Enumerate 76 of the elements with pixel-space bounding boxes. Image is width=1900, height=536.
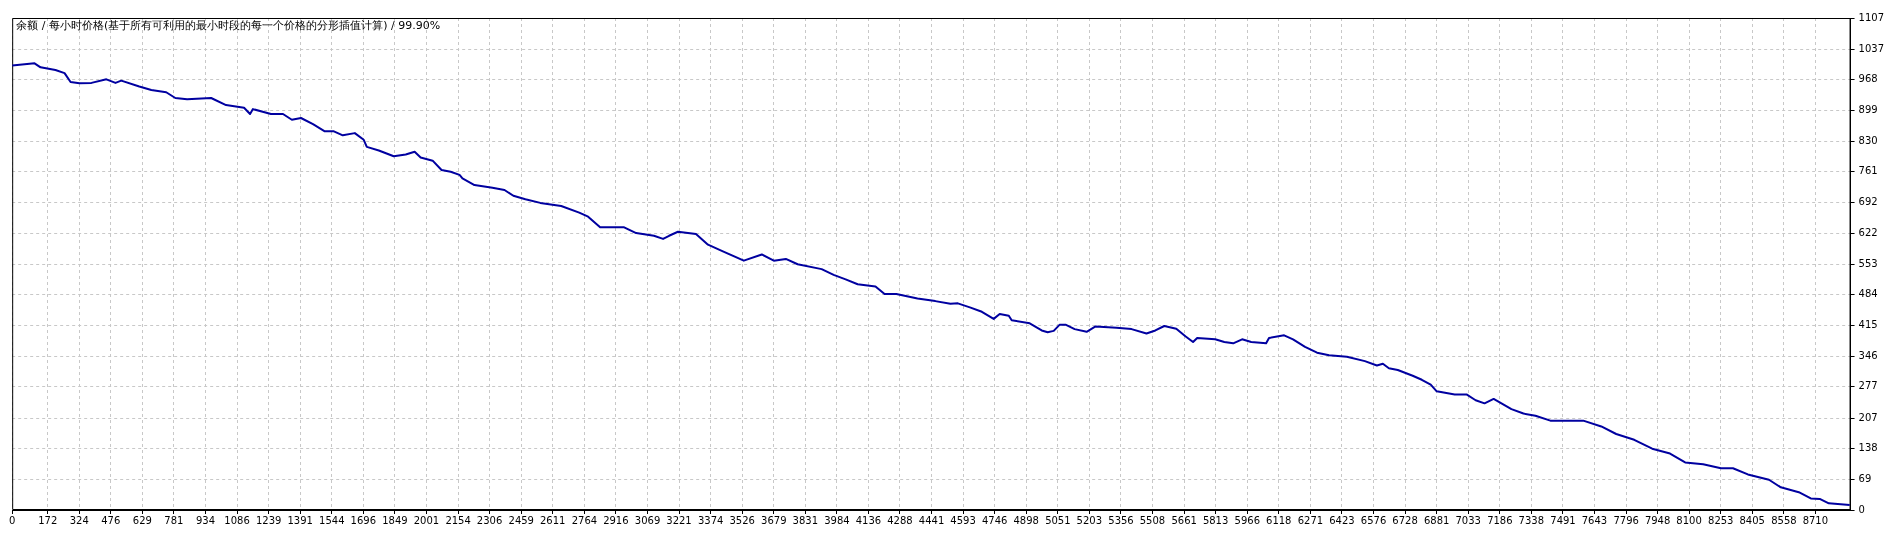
x-tick-label: 7033 — [1455, 514, 1481, 526]
x-tick-label: 8405 — [1739, 514, 1765, 526]
y-tick-label: 277 — [1858, 380, 1878, 392]
x-tick-label: 7796 — [1613, 514, 1639, 526]
x-tick-label: 476 — [101, 514, 121, 526]
x-tick-label: 1696 — [350, 514, 377, 526]
y-tick-label: 0 — [1858, 503, 1865, 515]
y-tick-label: 692 — [1858, 196, 1878, 208]
x-tick-label: 2764 — [571, 514, 598, 526]
x-tick-label: 5508 — [1139, 514, 1166, 526]
x-tick-label: 3984 — [824, 514, 850, 526]
x-tick-label: 7643 — [1581, 514, 1608, 526]
x-tick-label: 172 — [38, 514, 58, 526]
y-tick-label: 415 — [1858, 319, 1878, 331]
x-tick-label: 5356 — [1108, 514, 1134, 526]
x-tick-label: 7186 — [1487, 514, 1513, 526]
x-tick-label: 4593 — [950, 514, 976, 526]
x-tick-label: 3831 — [792, 514, 819, 526]
x-tick-label: 8710 — [1802, 514, 1829, 526]
y-tick-label: 69 — [1858, 472, 1872, 484]
x-tick-label: 6576 — [1360, 514, 1387, 526]
x-tick-label: 2459 — [508, 514, 534, 526]
x-tick-label: 7338 — [1518, 514, 1545, 526]
chart-title: 余额 / 每小时价格(基于所有可利用的最小时段的每一个价格的分形插值计算) / 99.90% — [16, 19, 441, 33]
x-tick-label: 2916 — [603, 514, 629, 526]
x-tick-label: 629 — [132, 514, 152, 526]
x-tick-label: 0 — [8, 514, 16, 526]
y-tick-label: 553 — [1858, 257, 1878, 269]
x-tick-label: 1086 — [224, 514, 250, 526]
x-tick-label: 6728 — [1392, 514, 1418, 526]
x-tick-label: 5661 — [1171, 514, 1197, 526]
x-tick-label: 8558 — [1771, 514, 1797, 526]
x-tick-label: 8253 — [1708, 514, 1734, 526]
x-tick-label: 7948 — [1644, 514, 1671, 526]
x-tick-label: 1239 — [255, 514, 282, 526]
y-tick-label: 1037 — [1858, 42, 1884, 54]
x-tick-label: 6881 — [1423, 514, 1450, 526]
x-tick-label: 1544 — [319, 514, 345, 526]
x-tick-label: 4288 — [887, 514, 913, 526]
x-tick-label: 4136 — [855, 514, 882, 526]
x-tick-label: 2611 — [539, 514, 566, 526]
x-tick-label: 8100 — [1676, 514, 1702, 526]
x-tick-label: 324 — [69, 514, 89, 526]
x-tick-label: 3374 — [697, 514, 724, 526]
y-tick-label: 1107 — [1858, 11, 1884, 23]
x-tick-label: 1391 — [287, 514, 313, 526]
x-tick-label: 5051 — [1045, 514, 1071, 526]
x-tick-label: 4898 — [1013, 514, 1039, 526]
y-tick-label: 622 — [1858, 227, 1878, 239]
x-tick-label: 2001 — [413, 514, 440, 526]
x-tick-label: 3679 — [761, 514, 787, 526]
y-tick-label: 207 — [1858, 411, 1878, 423]
x-tick-label: 6271 — [1297, 514, 1324, 526]
x-tick-label: 7491 — [1550, 514, 1576, 526]
y-tick-label: 899 — [1858, 104, 1878, 116]
x-tick-label: 4746 — [981, 514, 1008, 526]
x-tick-label: 5966 — [1234, 514, 1261, 526]
y-tick-label: 346 — [1858, 349, 1878, 361]
x-tick-label: 3526 — [729, 514, 755, 526]
x-tick-label: 6423 — [1329, 514, 1355, 526]
x-tick-label: 5813 — [1202, 514, 1229, 526]
x-tick-label: 6118 — [1266, 514, 1292, 526]
x-tick-label: 2306 — [476, 514, 503, 526]
x-tick-label: 5203 — [1076, 514, 1103, 526]
x-tick-label: 3069 — [634, 514, 661, 526]
y-tick-label: 830 — [1858, 134, 1878, 146]
x-tick-label: 4441 — [918, 514, 945, 526]
x-tick-label: 3221 — [666, 514, 692, 526]
x-tick-label: 781 — [164, 514, 184, 526]
x-tick-label: 934 — [195, 514, 216, 526]
y-tick-label: 968 — [1858, 73, 1878, 85]
y-tick-label: 761 — [1858, 165, 1878, 177]
x-tick-label: 2154 — [445, 514, 471, 526]
y-tick-label: 138 — [1858, 442, 1878, 454]
x-tick-label: 1849 — [382, 514, 408, 526]
y-tick-label: 484 — [1858, 288, 1878, 300]
